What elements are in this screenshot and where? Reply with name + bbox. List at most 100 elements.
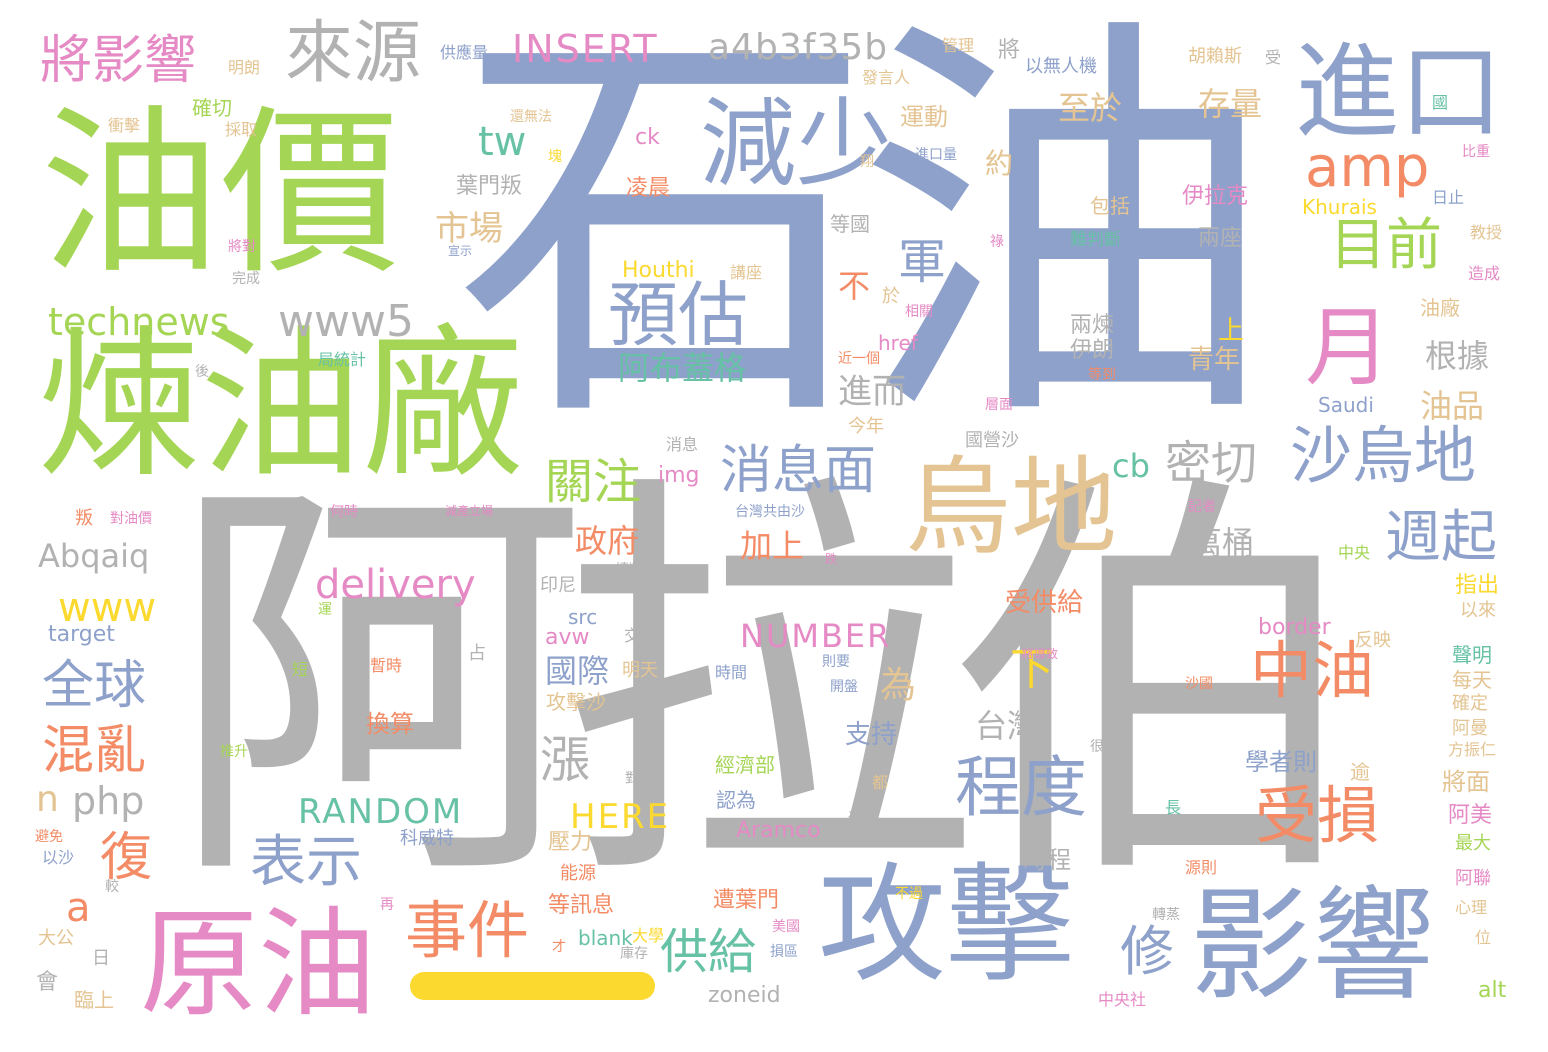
word-zai: 再: [380, 897, 394, 913]
word-youpin: 油品: [1420, 387, 1485, 425]
word-gongji2: 供給: [660, 924, 757, 980]
word-alian: 阿聯: [1455, 868, 1491, 889]
word-jiaoyi: 交易: [624, 626, 657, 645]
word-youchang2: 油廠: [1420, 296, 1460, 320]
word-kewete: 科威特: [400, 828, 454, 849]
word-shengming: 聲明: [1452, 643, 1492, 667]
word-zhan: 占: [468, 643, 486, 664]
word-ameimei: 阿美: [1448, 803, 1493, 828]
word-yingxiang: 影響: [1190, 875, 1434, 1017]
word-zhouqi: 週起: [1385, 505, 1497, 570]
word-dengdao: 等到: [1088, 367, 1116, 383]
word-jiao: 較: [105, 879, 119, 895]
word-houthi: Houthi: [622, 258, 695, 283]
word-yiwurenji: 以無人機: [1025, 56, 1097, 77]
word-youjia: 油價: [40, 90, 401, 299]
word-ceng: 層面: [985, 397, 1013, 413]
word-yu: 於: [882, 286, 900, 307]
word-zhichi: 支持: [845, 720, 898, 750]
word-jinkouliang: 進口量: [915, 147, 957, 163]
word-wantong: 萬桶: [1190, 524, 1255, 562]
word-yugu: 預估: [608, 274, 748, 356]
word-huyinsi: 胡賴斯: [1188, 46, 1242, 67]
word-bimian: 避免: [35, 829, 63, 845]
word-lianyouchang: 煉油廠: [38, 312, 524, 500]
word-zhuanxiang: 轉蒸: [1152, 907, 1180, 923]
word-yisha: 以沙: [42, 848, 75, 867]
word-jintian: 今年: [848, 416, 884, 437]
word-zaocheng: 造成: [1468, 264, 1501, 283]
yellow-underline: [410, 972, 655, 1000]
word-wei2: 位: [1475, 928, 1492, 947]
word-biaoshi: 表示: [250, 830, 362, 895]
word-buguo: 不過: [895, 886, 923, 902]
word-kuai: 塊: [548, 149, 562, 165]
word-jiang: 將: [998, 38, 1021, 63]
word-zhongyangshe: 中央社: [1098, 990, 1147, 1009]
word-lu: 祿: [990, 234, 1004, 250]
word-jianshao: 減少: [700, 88, 892, 200]
word-shousun: 受損: [1255, 779, 1380, 852]
word-yundong: 運動: [900, 103, 948, 131]
word-sunhui: 損區: [770, 944, 798, 960]
word-die: 跌: [825, 552, 838, 566]
word-linshang: 臨上: [74, 988, 114, 1012]
word-n: n: [36, 779, 59, 820]
word-href: href: [878, 331, 918, 355]
word-yu2: 逾: [1350, 760, 1370, 784]
word-genju: 根據: [1425, 337, 1490, 375]
word-ck: ck: [635, 125, 660, 150]
word-jizhe: 記者: [1188, 499, 1216, 515]
word-xuanshi: 宣示: [448, 244, 473, 258]
word-guoyingsha: 國營沙: [965, 430, 1019, 451]
word-jinkou: 進口: [1295, 31, 1504, 153]
word-dengxunxi: 等訊息: [548, 893, 615, 918]
word-wudi: 烏地: [905, 446, 1117, 569]
word-duiyoujia: 對油價: [110, 511, 152, 527]
word-zaoyemen: 遭葉門: [713, 888, 780, 913]
word-riyi: 日止: [1432, 188, 1465, 207]
word-guo: 國: [1432, 93, 1449, 112]
word-nengyuan: 能源: [560, 863, 596, 884]
word-tw: tw: [478, 119, 527, 165]
word-a4b3f35b: a4b3f35b: [708, 27, 889, 68]
word-queding: 確定: [1452, 693, 1488, 714]
word-guanzhu: 關注: [545, 454, 642, 510]
word-huansuan: 換算: [366, 710, 414, 738]
word-shang: 上: [1218, 316, 1245, 346]
word-hen: 很: [1090, 739, 1104, 755]
word-laiyuan: 來源: [285, 14, 422, 93]
word-shawudi: 沙烏地: [1290, 419, 1477, 492]
word-shougongji: 受供給: [1005, 588, 1084, 618]
word-mingliang: 明朗: [228, 58, 261, 77]
word-qingnian: 青年: [1188, 345, 1241, 375]
word-jiangzuo: 講座: [730, 263, 763, 282]
word-here: HERE: [570, 797, 671, 837]
word-heshi: 何時: [330, 504, 358, 520]
word-number: NUMBER: [740, 617, 892, 655]
word-haishou: 還受: [848, 811, 876, 827]
word-huanwufa: 還無法: [510, 109, 552, 125]
word-zeyao: 則要: [822, 654, 850, 670]
word-kucun: 庫存: [620, 946, 648, 962]
word-yilake: 伊拉克: [1182, 184, 1249, 209]
word-baokuo: 包括: [1090, 194, 1130, 218]
word-taiwangongyou: 台灣共由沙: [735, 504, 805, 520]
word-xiaoximian: 消息面: [720, 441, 877, 501]
word-shicheng: 時程: [1023, 846, 1071, 874]
word-aramco: Aramco: [736, 818, 821, 843]
word-abubuqaige: 阿布蓋格: [618, 349, 747, 387]
word-pan: 叛: [75, 508, 93, 529]
word-ri: 日: [92, 948, 110, 969]
word-fu: 復: [100, 828, 153, 888]
word-xiu: 修: [1120, 920, 1174, 983]
word-du: 都: [872, 773, 889, 792]
word-shichang: 市場: [435, 209, 503, 249]
word-src: src: [568, 605, 598, 629]
word-gongji: 攻擊: [818, 851, 1075, 1000]
word-abqaiq: Abqaiq: [38, 537, 150, 575]
word-hou: 後: [195, 364, 209, 380]
word-xia: 下: [1010, 644, 1054, 695]
word-yue: 月: [1305, 298, 1391, 398]
